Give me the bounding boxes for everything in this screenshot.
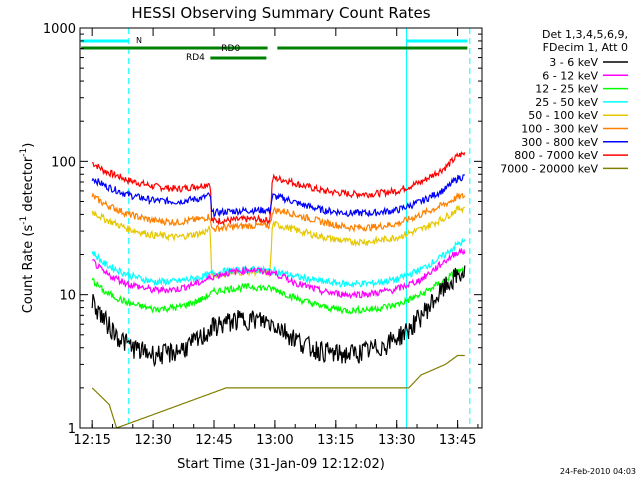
y-axis-label-part: detector: [21, 156, 36, 216]
legend-entry-label: 100 - 300 keV: [521, 123, 598, 136]
y-axis: 1 10 100 1000: [43, 22, 482, 437]
y-tick-label: 10: [59, 289, 76, 304]
x-tick-label: 12:45: [195, 433, 232, 448]
y-axis-label-part: Count Rate (s: [21, 225, 36, 314]
series-line: [91, 191, 466, 233]
legend-entry-label: 25 - 50 keV: [535, 96, 598, 109]
series-line: [91, 174, 465, 218]
series-line: [92, 151, 466, 226]
legend-entry-label: 7000 - 20000 keV: [500, 162, 598, 175]
x-tick-label: 12:30: [134, 433, 171, 448]
legend-entry-label: 3 - 6 keV: [549, 56, 598, 69]
x-tick-label: 13:30: [378, 433, 415, 448]
decimation-label: RD0: [221, 44, 240, 54]
y-axis-label-sup: -1: [19, 148, 29, 157]
x-tick-label: 13:00: [256, 433, 293, 448]
legend-entry-label: 800 - 7000 keV: [514, 149, 598, 162]
series-line: [91, 354, 465, 429]
y-tick-label: 100: [51, 155, 76, 170]
series-line: [92, 247, 466, 300]
legend-header-line: Det 1,3,4,5,6,9,: [542, 28, 628, 41]
y-axis-label-sup: -1: [19, 216, 29, 225]
y-tick-label: 1: [68, 422, 76, 437]
y-axis-label: Count Rate (s-1 detector-1): [19, 143, 36, 314]
series-line: [91, 205, 466, 278]
x-axis: 12:15 12:30 12:45 13:00 13:15 13:30 13:45: [73, 28, 479, 448]
annotation-bars: N RD0 RD4: [79, 28, 471, 428]
decimation-label: RD4: [186, 53, 205, 63]
legend-entry-label: 6 - 12 keV: [542, 69, 598, 82]
y-axis-label-part: ): [21, 143, 36, 148]
attenuator-label: N: [136, 36, 142, 45]
series-line: [91, 265, 466, 368]
plot-frame: [79, 27, 483, 429]
legend-entry-label: 300 - 800 keV: [521, 136, 598, 149]
series-line: [91, 266, 466, 315]
x-tick-label: 13:45: [439, 433, 476, 448]
y-tick-label: 1000: [43, 22, 76, 37]
footer-date: 24-Feb-2010 04:03: [560, 467, 636, 476]
x-tick-label: 13:15: [317, 433, 354, 448]
series-layer: [91, 151, 466, 429]
legend-entry-label: 12 - 25 keV: [535, 83, 598, 96]
chart-title: HESSI Observing Summary Count Rates: [131, 4, 430, 22]
legend-entry-label: 50 - 100 keV: [528, 109, 598, 122]
legend-header-line: FDecim 1, Att 0: [543, 41, 628, 54]
series-line: [91, 237, 466, 289]
x-axis-label: Start Time (31-Jan-09 12:12:02): [177, 457, 385, 472]
legend: Det 1,3,4,5,6,9, FDecim 1, Att 0 3 - 6 k…: [500, 28, 628, 175]
x-tick-label: 12:15: [73, 433, 110, 448]
